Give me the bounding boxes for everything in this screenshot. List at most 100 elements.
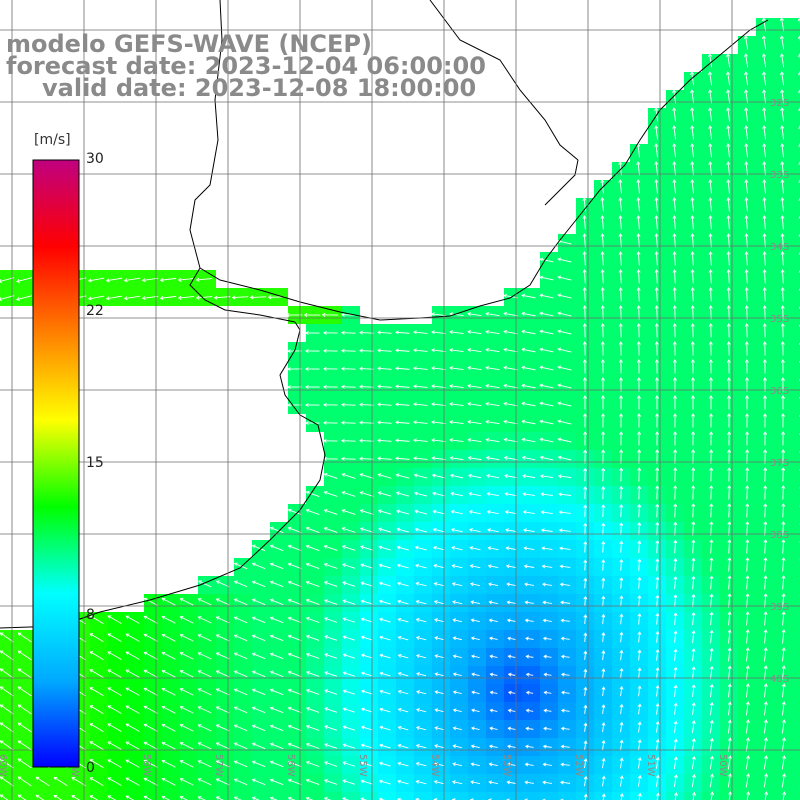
wind-arrow	[0, 650, 14, 661]
wind-arrow	[780, 215, 785, 230]
wind-arrow	[781, 611, 786, 626]
wind-arrow	[637, 467, 642, 482]
latitude-label: 37S	[770, 458, 789, 469]
wind-cell	[792, 774, 800, 792]
wind-arrow	[672, 89, 677, 104]
wind-arrow	[215, 670, 230, 678]
wind-arrow	[89, 759, 104, 768]
wind-arrow	[489, 726, 498, 731]
wind-arrow	[503, 419, 518, 425]
wind-cell	[792, 792, 800, 800]
wind-arrow	[525, 672, 534, 677]
wind-cell	[612, 792, 630, 800]
wind-arrow	[673, 684, 678, 697]
wind-arrow	[433, 563, 445, 569]
wind-arrow	[637, 721, 642, 733]
wind-arrow	[763, 719, 768, 734]
wind-arrow	[557, 347, 572, 353]
wind-arrow	[690, 215, 695, 230]
wind-arrow	[215, 778, 230, 786]
wind-arrow	[195, 277, 213, 282]
wind-arrow	[434, 744, 445, 749]
wind-arrow	[781, 539, 786, 554]
wind-arrow	[673, 395, 677, 410]
wind-arrow	[780, 323, 785, 338]
wind-arrow	[582, 215, 587, 230]
wind-arrow	[636, 377, 641, 392]
wind-arrow	[324, 761, 338, 767]
wind-arrow	[377, 348, 392, 353]
wind-arrow	[143, 687, 158, 696]
longitude-label: 53W	[501, 754, 512, 777]
wind-cell	[306, 792, 324, 800]
wind-arrow	[488, 582, 499, 587]
wind-arrow	[360, 635, 373, 641]
wind-arrow	[582, 269, 587, 284]
wind-arrow	[798, 179, 800, 184]
wind-arrow	[637, 757, 642, 769]
wind-arrow	[143, 759, 158, 768]
wind-arrow	[583, 449, 588, 464]
wind-arrow	[324, 635, 338, 641]
wind-arrow	[691, 413, 696, 428]
wind-arrow	[542, 600, 552, 605]
wind-arrow	[539, 455, 554, 461]
wind-arrow	[323, 402, 338, 407]
wind-arrow	[434, 654, 445, 659]
wind-arrow	[233, 742, 248, 750]
wind-arrow	[708, 215, 713, 230]
wind-arrow	[744, 107, 749, 122]
wind-arrow	[17, 722, 32, 733]
wind-arrow	[744, 233, 749, 248]
wind-arrow	[395, 456, 410, 461]
wind-arrow	[655, 720, 660, 733]
wind-arrow	[341, 366, 356, 371]
wind-arrow	[451, 780, 463, 785]
wind-arrow	[469, 564, 481, 569]
wind-arrow	[762, 143, 767, 158]
wind-arrow	[655, 449, 660, 464]
wind-arrow	[470, 618, 480, 623]
wind-arrow	[305, 634, 320, 641]
wind-arrow	[690, 71, 695, 86]
wind-arrow	[745, 737, 750, 752]
wind-arrow	[432, 491, 446, 497]
wind-arrow	[377, 438, 392, 443]
wind-arrow	[763, 611, 768, 626]
wind-arrow	[708, 341, 713, 356]
wind-arrow	[342, 761, 356, 767]
wind-arrow	[159, 277, 177, 282]
wind-cell	[792, 558, 800, 576]
wind-arrow	[0, 686, 14, 697]
wind-arrow	[506, 582, 517, 587]
wind-arrow	[486, 492, 499, 497]
wind-arrow	[522, 510, 535, 515]
wind-arrow	[798, 215, 800, 219]
wind-arrow	[489, 690, 498, 695]
wind-arrow	[726, 161, 731, 176]
wind-arrow	[690, 323, 695, 338]
wind-arrow	[452, 744, 462, 749]
wind-arrow	[449, 366, 464, 371]
wind-arrow	[560, 654, 570, 659]
wind-arrow	[161, 651, 176, 660]
wind-arrow	[379, 671, 391, 677]
wind-arrow	[449, 348, 464, 353]
wind-arrow	[360, 653, 373, 659]
wind-arrow	[360, 563, 374, 569]
wind-arrow	[762, 107, 767, 122]
wind-arrow	[601, 504, 606, 517]
grid-labels: 32S33S34S35S36S37S38S39S40S60W59W58W57W5…	[0, 98, 789, 777]
wind-arrow	[600, 359, 605, 374]
wind-arrow	[601, 704, 606, 715]
wind-arrow	[179, 706, 194, 714]
wind-arrow	[341, 509, 356, 515]
wind-cell	[702, 792, 720, 800]
wind-cell	[792, 342, 800, 360]
wind-arrow	[691, 467, 696, 482]
wind-arrow	[487, 528, 499, 533]
wind-arrow	[377, 456, 392, 461]
wind-arrow	[161, 705, 176, 714]
wind-arrow	[197, 760, 212, 768]
wind-arrow	[557, 293, 572, 299]
